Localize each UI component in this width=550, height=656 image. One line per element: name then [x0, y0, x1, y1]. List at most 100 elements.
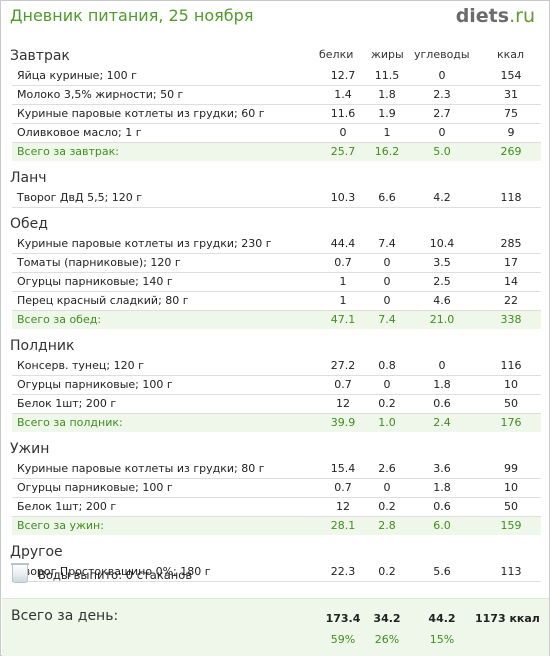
- col-carbs: углеводы: [414, 48, 470, 61]
- meal-total-label: Всего за полдник:: [17, 416, 123, 429]
- meal-total-label: Всего за обед:: [17, 313, 102, 326]
- fat-value: 1: [383, 126, 391, 139]
- logo-main: diets: [455, 5, 510, 27]
- day-protein: 173.4: [325, 612, 361, 625]
- food-row[interactable]: Куриные паровые котлеты из грудки; 80 г 1…: [12, 460, 541, 479]
- food-name: Куриные паровые котлеты из грудки; 230 г: [17, 237, 272, 250]
- protein-value: 12: [336, 500, 350, 513]
- carbs-value: 1.8: [433, 481, 451, 494]
- carbs-value: 4.2: [433, 191, 451, 204]
- water-text: Воды выпито: 0 стаканов: [38, 568, 193, 582]
- food-row[interactable]: Консерв. тунец; 120 г 27.2 0.8 0 116: [12, 357, 541, 376]
- col-kcal: ккал: [497, 48, 525, 61]
- fat-value: 0.2: [378, 500, 396, 513]
- carbs-value: 0.6: [433, 500, 451, 513]
- protein-value: 0: [339, 126, 347, 139]
- food-row[interactable]: Молоко 3,5% жирности; 50 г 1.4 1.8 2.3 31: [12, 86, 541, 105]
- fat-value: 0.2: [378, 565, 396, 578]
- food-row[interactable]: Томаты (парниковые); 120 г 0.7 0 3.5 17: [12, 254, 541, 273]
- food-name: Перец красный сладкий; 80 г: [17, 294, 189, 307]
- food-name: Томаты (парниковые); 120 г: [17, 256, 181, 269]
- carbs-value: 1.8: [433, 378, 451, 391]
- food-row[interactable]: Куриные паровые котлеты из грудки; 60 г 1…: [12, 105, 541, 124]
- kcal-value: 338: [500, 313, 522, 326]
- food-row[interactable]: Куриные паровые котлеты из грудки; 230 г…: [12, 235, 541, 254]
- fat-value: 1.0: [378, 416, 396, 429]
- protein-value: 0.7: [334, 378, 352, 391]
- food-row[interactable]: Перец красный сладкий; 80 г 1 0 4.6 22: [12, 292, 541, 311]
- food-row[interactable]: Огурцы парниковые; 100 г 0.7 0 1.8 10: [12, 376, 541, 395]
- carbs-value: 2.4: [433, 416, 451, 429]
- food-name: Яйца куриные; 100 г: [17, 69, 137, 82]
- fat-value: 11.5: [374, 69, 400, 82]
- kcal-value: 116: [500, 359, 522, 372]
- food-name: Огурцы парниковые; 100 г: [17, 481, 173, 494]
- day-fat: 34.2: [373, 612, 401, 625]
- food-row[interactable]: Белок 1шт; 200 г 12 0.2 0.6 50: [12, 395, 541, 414]
- protein-value: 1.4: [334, 88, 352, 101]
- food-name: Творог Простоквашино 0%; 180 г: [17, 565, 211, 578]
- day-protein-pct: 59%: [330, 633, 356, 646]
- meal-title: Завтрак: [10, 48, 70, 64]
- fat-value: 7.4: [378, 313, 396, 326]
- fat-value: 0: [383, 275, 391, 288]
- header: Дневник питания, 25 ноября diets.ru: [1, 1, 549, 35]
- col-protein: белки: [319, 48, 354, 61]
- protein-value: 12: [336, 397, 350, 410]
- kcal-value: 50: [504, 397, 518, 410]
- protein-value: 12.7: [330, 69, 356, 82]
- food-name: Куриные паровые котлеты из грудки; 80 г: [17, 462, 265, 475]
- carbs-value: 0.6: [433, 397, 451, 410]
- kcal-value: 17: [504, 256, 518, 269]
- protein-value: 25.7: [330, 145, 356, 158]
- day-fat-pct: 26%: [374, 633, 400, 646]
- carbs-value: 6.0: [433, 519, 451, 532]
- fat-value: 0.2: [378, 397, 396, 410]
- water-glass-icon[interactable]: [11, 563, 29, 583]
- day-carbs-pct: 15%: [429, 633, 455, 646]
- page-title: Дневник питания, 25 ноября: [10, 6, 254, 25]
- food-name: Консерв. тунец; 120 г: [17, 359, 144, 372]
- food-row[interactable]: Оливковое масло; 1 г 0 1 0 9: [12, 124, 541, 143]
- carbs-value: 2.5: [433, 275, 451, 288]
- carbs-value: 21.0: [429, 313, 455, 326]
- meal-total-row: Всего за ужин: 28.1 2.8 6.0 159: [12, 517, 541, 535]
- kcal-value: 269: [500, 145, 522, 158]
- food-row[interactable]: Белок 1шт; 200 г 12 0.2 0.6 50: [12, 498, 541, 517]
- carbs-value: 2.3: [433, 88, 451, 101]
- protein-value: 47.1: [330, 313, 356, 326]
- carbs-value: 4.6: [433, 294, 451, 307]
- food-row[interactable]: Творог Простоквашино 0%; 180 г 22.3 0.2 5.6…: [12, 563, 541, 582]
- meal-title: Другое: [10, 544, 63, 560]
- protein-value: 27.2: [330, 359, 356, 372]
- kcal-value: 75: [504, 107, 518, 120]
- day-kcal: 1173 ккал: [475, 612, 540, 625]
- kcal-value: 99: [504, 462, 518, 475]
- kcal-value: 14: [504, 275, 518, 288]
- kcal-value: 10: [504, 378, 518, 391]
- meal-total-row: Всего за полдник: 39.9 1.0 2.4 176: [12, 414, 541, 432]
- fat-value: 1.9: [378, 107, 396, 120]
- fat-value: 0.8: [378, 359, 396, 372]
- fat-value: 7.4: [378, 237, 396, 250]
- col-fat: жиры: [371, 48, 404, 61]
- fat-value: 1.8: [378, 88, 396, 101]
- day-carbs: 44.2: [428, 612, 456, 625]
- food-row[interactable]: Творог ДвД 5,5; 120 г 10.3 6.6 4.2 118: [12, 189, 541, 208]
- meal-total-label: Всего за ужин:: [17, 519, 104, 532]
- carbs-value: 5.6: [433, 565, 451, 578]
- site-logo[interactable]: diets.ru: [456, 5, 535, 27]
- kcal-value: 159: [500, 519, 522, 532]
- food-row[interactable]: Огурцы парниковые; 140 г 1 0 2.5 14: [12, 273, 541, 292]
- day-total-label: Всего за день:: [11, 608, 119, 624]
- kcal-value: 50: [504, 500, 518, 513]
- food-name: Огурцы парниковые; 100 г: [17, 378, 173, 391]
- meal-total-row: Всего за завтрак: 25.7 16.2 5.0 269: [12, 143, 541, 161]
- logo-tld: .ru: [509, 5, 535, 27]
- food-row[interactable]: Огурцы парниковые; 100 г 0.7 0 1.8 10: [12, 479, 541, 498]
- kcal-value: 22: [504, 294, 518, 307]
- meal-title: Ланч: [10, 170, 47, 186]
- food-name: Куриные паровые котлеты из грудки; 60 г: [17, 107, 265, 120]
- food-row[interactable]: Яйца куриные; 100 г 12.7 11.5 0 154: [12, 67, 541, 86]
